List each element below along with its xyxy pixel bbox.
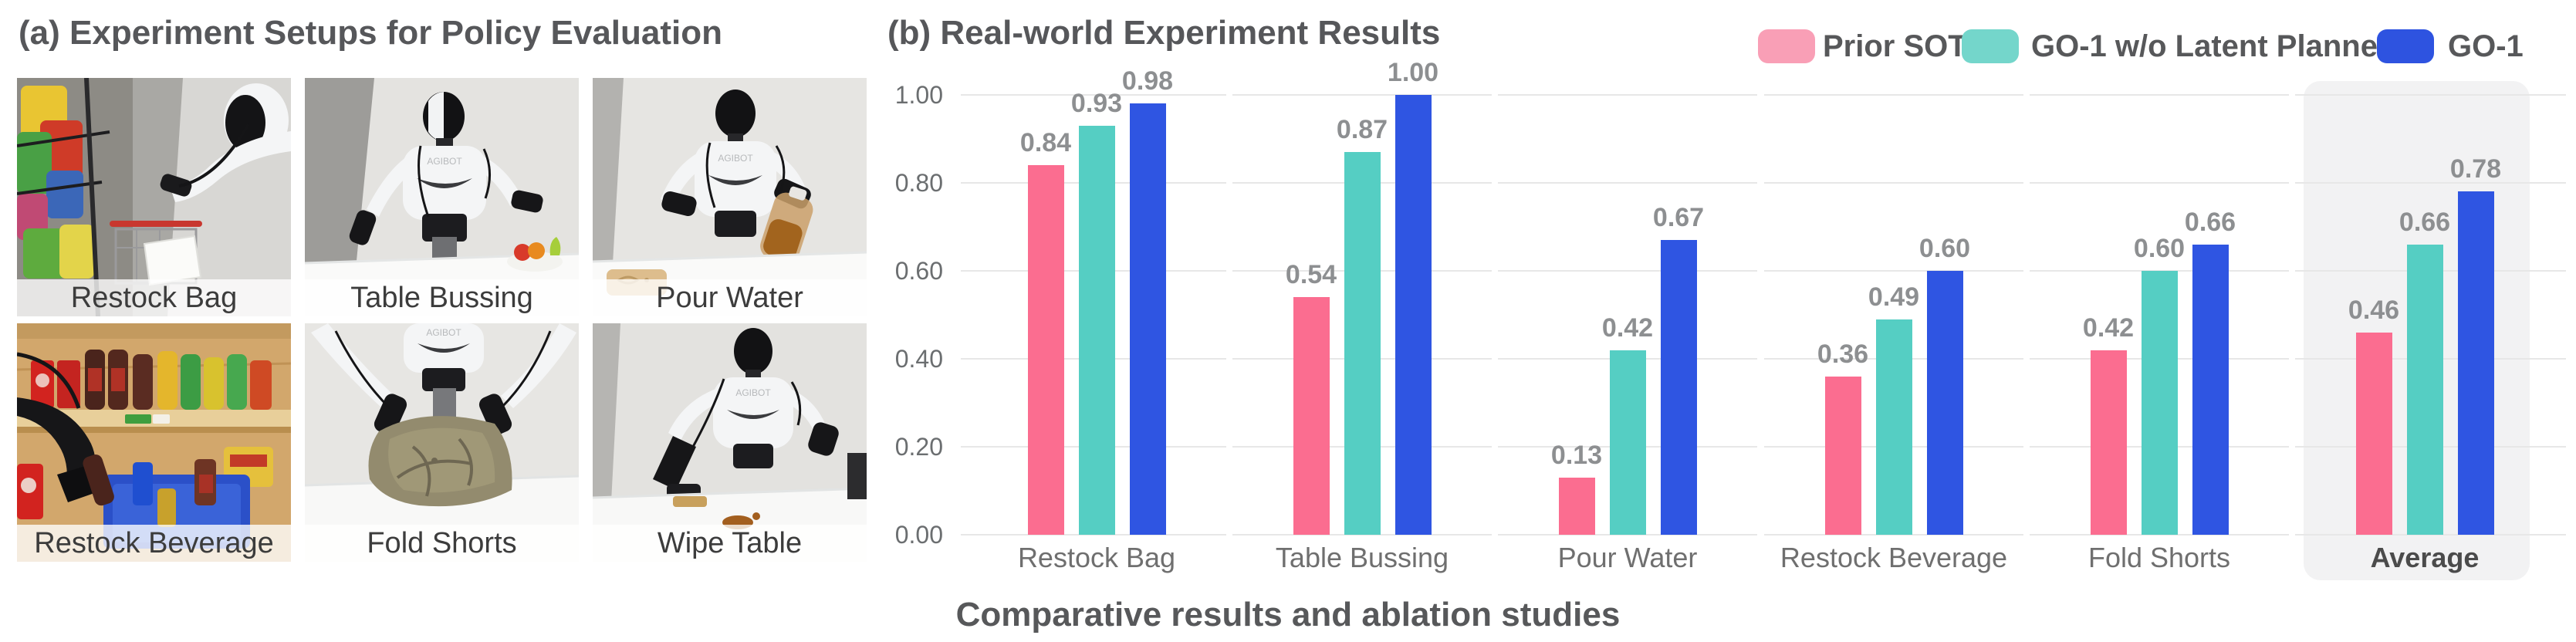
gridline [1764,182,2023,184]
bar-prior-sota-pour-water [1558,477,1595,535]
photo-label-wipe-table: Wipe Table [593,525,867,562]
gridline [1498,94,1757,96]
svg-text:AGIBOT: AGIBOT [735,387,771,398]
bar-prior-sota-fold-shorts [2090,350,2127,535]
bar-go-1-w-o-latent-planner-pour-water [1609,350,1646,535]
bar-value-label: 0.36 [1817,339,1869,369]
bar-prior-sota-table-bussing [1293,297,1330,535]
bar-value-label: 0.60 [1918,234,1971,263]
gridline [2030,94,2289,96]
photo-label-restock-beverage: Restock Beverage [17,525,291,562]
bar-value-label: 0.13 [1550,440,1603,470]
photo-restock-bag: Restock Bag [17,78,291,316]
x-axis-label-fold-shorts: Fold Shorts [2088,542,2231,573]
gridline [2295,534,2566,536]
y-axis-tick-label: 0.80 [894,169,943,197]
x-axis-label-restock-bag: Restock Bag [1017,542,1176,573]
photo-restock-beverage: Restock Beverage [17,323,291,562]
gridline [1498,534,1757,536]
bar-go-1-w-o-latent-planner-restock-beverage [1875,319,1912,535]
x-axis-label-average: Average [2370,542,2480,573]
legend-label-go1: GO-1 [2448,29,2524,63]
bar-value-label: 0.67 [1652,203,1705,233]
gridline [2295,94,2566,96]
bar-go-1-fold-shorts [2192,244,2229,535]
legend-label-prior-sota: Prior SOTA [1823,29,1987,63]
figure-caption: Comparative results and ablation studies [955,596,1621,634]
bar-value-label: 0.46 [2348,295,2400,325]
bar-value-label: 0.84 [1019,128,1072,158]
x-axis-label-restock-beverage: Restock Beverage [1780,542,2008,573]
gridline [1232,94,1492,96]
photo-table-bussing: AGIBOT Table Bussing [305,78,579,316]
svg-text:AGIBOT: AGIBOT [427,156,462,167]
bar-value-label: 0.66 [2399,207,2451,237]
bar-go-1-w-o-latent-planner-average [2406,244,2443,535]
bar-go-1-restock-bag [1129,103,1166,535]
bar-go-1-average [2457,191,2494,535]
gridline [2030,534,2289,536]
gridline [961,94,1226,96]
gridline [2030,182,2289,184]
photo-wipe-table: AGIBOT Wipe Table [593,323,867,562]
bar-value-label: 0.93 [1070,88,1123,118]
gridline [1764,534,2023,536]
bar-go-1-w-o-latent-planner-table-bussing [1344,152,1381,535]
photo-label-pour-water: Pour Water [593,279,867,316]
bar-go-1-restock-beverage [1926,271,1963,535]
restock-beverage-photo-illustration [17,323,291,562]
y-axis-tick-label: 0.00 [894,521,943,549]
bar-value-label: 0.42 [1601,313,1654,343]
photo-pour-water: AGIBOT Pour Water [593,78,867,316]
bar-go-1-table-bussing [1394,95,1432,535]
photo-label-restock-bag: Restock Bag [17,279,291,316]
legend-label-go1-wo-latent-planner: GO-1 w/o Latent Planner [2031,29,2390,63]
panel-b-title: (b) Real-world Experiment Results [887,14,1441,52]
y-axis-tick-label: 0.40 [894,345,943,373]
photo-label-table-bussing: Table Bussing [305,279,579,316]
gridline [1232,534,1492,536]
photo-label-fold-shorts: Fold Shorts [305,525,579,562]
bar-go-1-w-o-latent-planner-restock-bag [1078,125,1115,535]
bar-go-1-w-o-latent-planner-fold-shorts [2141,271,2178,535]
gridline [1764,270,2023,272]
gridline [961,534,1226,536]
bar-prior-sota-average [2355,332,2392,535]
gridline [1498,270,1757,272]
bar-value-label: 0.66 [2184,207,2236,237]
bar-prior-sota-restock-beverage [1824,376,1861,535]
photo-fold-shorts: AGIBOT Fold Shorts [305,323,579,562]
legend-swatch-go1-wo-latent-planner [1962,29,2019,63]
gridline [1764,94,2023,96]
gridline [2295,182,2566,184]
bar-value-label: 0.60 [2133,234,2186,263]
bar-prior-sota-restock-bag [1027,165,1064,535]
bar-value-label: 0.78 [2449,154,2502,184]
x-axis-label-pour-water: Pour Water [1557,542,1698,573]
legend-swatch-go1 [2377,29,2434,63]
panel-a-title: (a) Experiment Setups for Policy Evaluat… [19,14,722,52]
bar-value-label: 0.49 [1868,282,1920,312]
restock-bag-photo-illustration [17,78,291,316]
y-axis-tick-label: 0.20 [894,433,943,461]
y-axis-tick-label: 1.00 [894,81,943,109]
bar-value-label: 0.42 [2082,313,2135,343]
gridline [1498,182,1757,184]
table-bussing-photo-illustration: AGIBOT [305,78,579,316]
legend-swatch-prior-sota [1758,29,1815,63]
bar-value-label: 0.54 [1285,260,1337,290]
bar-go-1-pour-water [1660,240,1697,535]
x-axis-label-table-bussing: Table Bussing [1275,542,1449,573]
svg-text:AGIBOT: AGIBOT [718,153,753,164]
bar-value-label: 0.87 [1336,115,1388,145]
bar-value-label: 1.00 [1387,58,1439,87]
y-axis-tick-label: 0.60 [894,257,943,285]
bar-value-label: 0.98 [1121,66,1174,96]
svg-text:AGIBOT: AGIBOT [426,327,461,338]
